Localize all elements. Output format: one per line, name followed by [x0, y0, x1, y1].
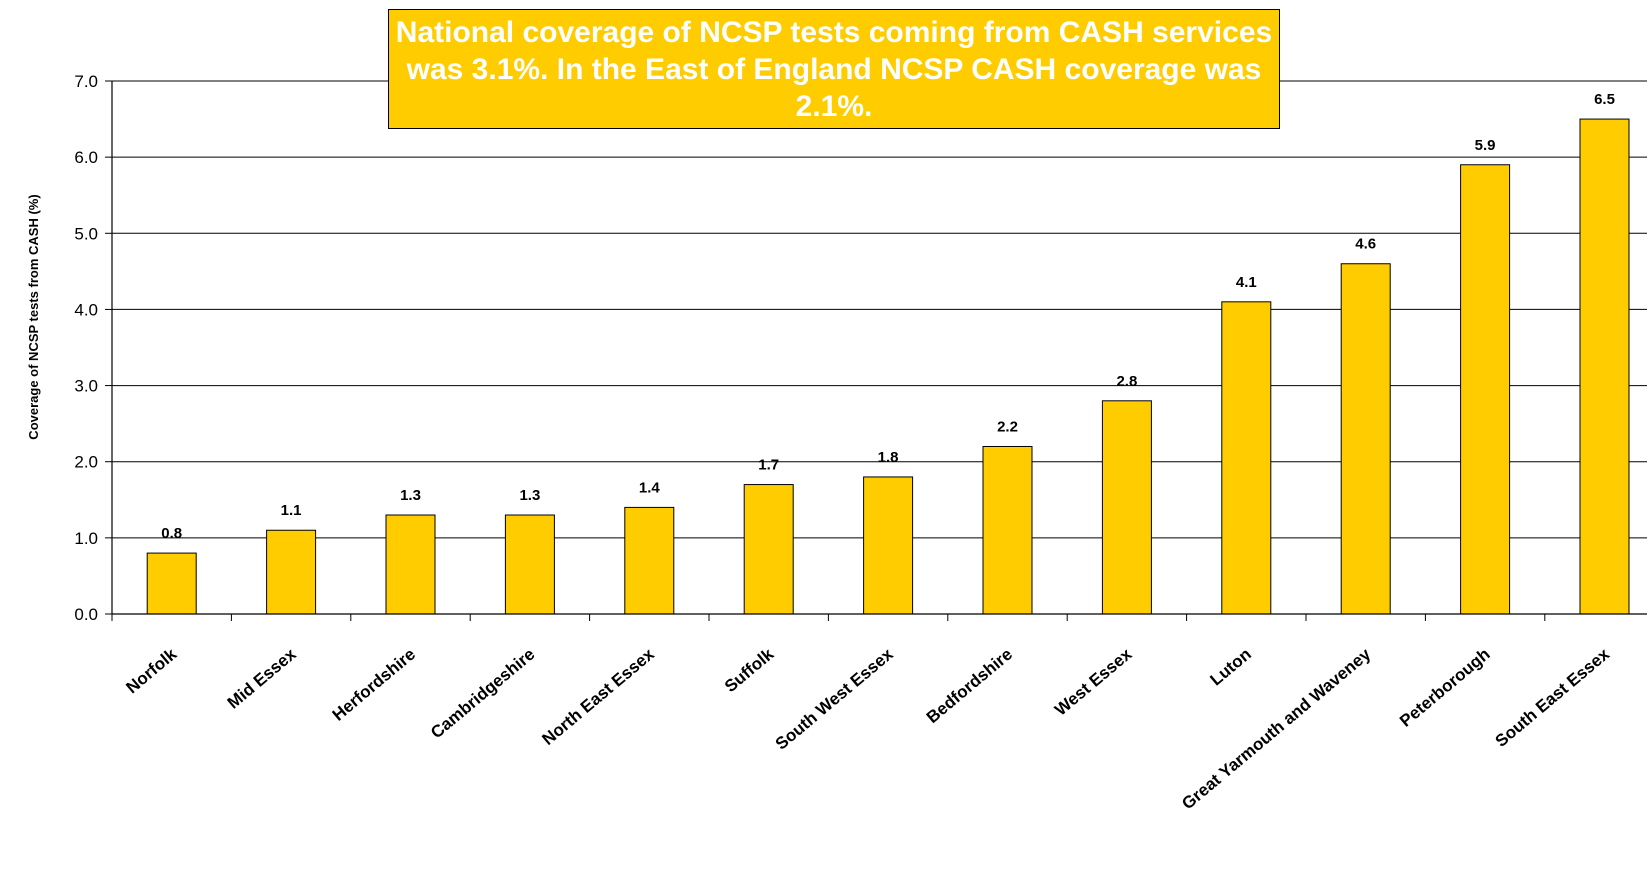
- data-label: 4.1: [1236, 274, 1257, 291]
- x-category-label: Suffolk: [721, 644, 778, 696]
- data-label: 0.8: [161, 525, 182, 542]
- bar: [146, 552, 197, 615]
- bar: [982, 445, 1033, 615]
- y-tick-label: 3.0: [74, 377, 98, 396]
- data-label: 1.4: [639, 479, 661, 496]
- x-category-label: Mid Essex: [224, 644, 300, 712]
- y-tick-label: 6.0: [74, 148, 98, 167]
- bar: [624, 506, 675, 615]
- x-category-label: Peterborough: [1396, 645, 1494, 731]
- data-labels: 0.8 1.1 1.3 1.3 1.4 1.7 1.8 2.2 2.8 4.1 4.6 5.9 6.5: [161, 91, 1615, 542]
- data-label: 1.3: [519, 487, 540, 504]
- bar: [743, 484, 794, 615]
- bar: [1221, 301, 1272, 615]
- x-category-label: Herfordshire: [329, 645, 419, 725]
- data-label: 5.9: [1475, 137, 1496, 154]
- y-tick-label: 2.0: [74, 453, 98, 472]
- data-label: 2.8: [1116, 373, 1137, 390]
- bars: [146, 118, 1630, 615]
- y-tick-label: 4.0: [74, 300, 98, 319]
- x-category-label: Cambridgeshire: [427, 645, 538, 743]
- bar: [1579, 118, 1630, 615]
- x-category-label: North East Essex: [539, 644, 659, 749]
- data-label: 1.3: [400, 487, 421, 504]
- bar: [1101, 400, 1152, 615]
- bar: [504, 514, 555, 615]
- x-axis-category-labels: Norfolk Mid Essex Herfordshire Cambridgeshi…: [122, 644, 1613, 813]
- x-category-label: South East Essex: [1492, 644, 1614, 751]
- x-category-label: South West Essex: [772, 644, 897, 753]
- axes: [111, 81, 1647, 621]
- y-tick-label: 7.0: [74, 72, 98, 91]
- y-axis-tick-labels: 0.0 1.0 2.0 3.0 4.0 5.0 6.0 7.0: [74, 72, 112, 624]
- x-category-label: West Essex: [1051, 644, 1136, 719]
- bar: [1460, 164, 1511, 615]
- bar: [266, 529, 317, 615]
- x-category-label: Great Yarmouth and Waveney: [1178, 644, 1374, 813]
- data-label: 1.7: [758, 457, 779, 474]
- y-axis-title: Coverage of NCSP tests from CASH (%): [26, 194, 41, 439]
- data-label: 1.8: [878, 449, 899, 466]
- gridlines: [112, 80, 1647, 539]
- bar: [385, 514, 436, 615]
- x-category-label: Norfolk: [122, 644, 180, 697]
- bar: [1340, 263, 1391, 615]
- x-category-label: Luton: [1206, 645, 1254, 690]
- y-tick-label: 0.0: [74, 605, 98, 624]
- y-tick-label: 1.0: [74, 529, 98, 548]
- x-category-label: Bedfordshire: [923, 645, 1016, 728]
- data-label: 4.6: [1355, 236, 1376, 253]
- bar: [863, 476, 914, 615]
- data-label: 6.5: [1594, 91, 1615, 108]
- data-label: 2.2: [997, 418, 1018, 435]
- y-tick-label: 5.0: [74, 224, 98, 243]
- data-label: 1.1: [281, 502, 302, 519]
- annotation-callout: National coverage of NCSP tests coming f…: [388, 9, 1280, 129]
